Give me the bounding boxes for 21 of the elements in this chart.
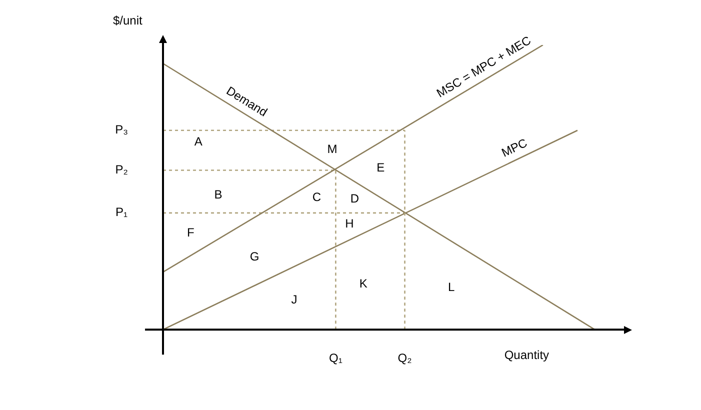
annotation: M: [327, 142, 338, 156]
text: P₂: [115, 162, 128, 177]
annotation: B: [214, 188, 222, 202]
annotation: L: [448, 280, 456, 294]
text: P₁: [116, 205, 128, 220]
text: P₃: [115, 122, 128, 137]
annotation: C: [312, 190, 322, 204]
annotation: F: [186, 225, 194, 240]
annotation: D: [350, 191, 360, 206]
annotation: A: [194, 134, 202, 149]
x-tick-label: Q₁: [328, 351, 342, 366]
y-axis-title: $/unit: [113, 13, 144, 28]
annotation: G: [250, 250, 260, 264]
x-tick-label: Q₂: [398, 351, 412, 366]
text: MSC = MPC + MEC: [434, 33, 534, 100]
annotation: E: [376, 160, 385, 175]
annotation: J: [291, 292, 298, 306]
annotation: K: [359, 276, 368, 290]
x-axis-title: Quantity: [504, 348, 550, 362]
annotation: H: [345, 216, 354, 230]
text: MPC: [499, 136, 530, 160]
